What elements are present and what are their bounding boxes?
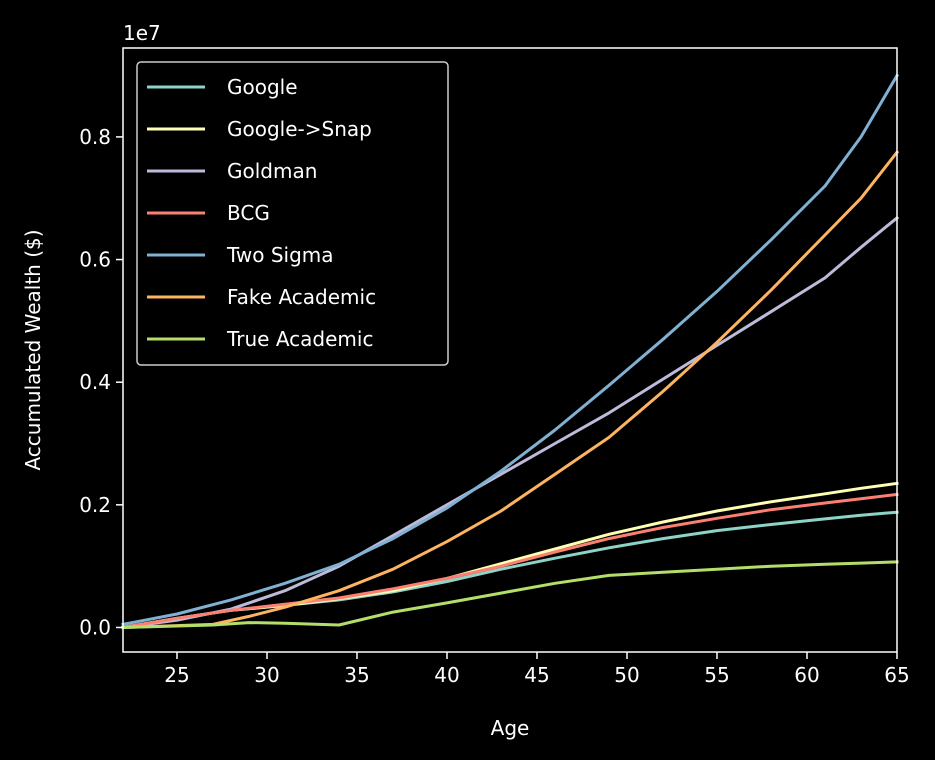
y-tick-label: 0.4 xyxy=(79,370,111,394)
x-tick-label: 50 xyxy=(614,663,639,687)
y-tick-label: 0.2 xyxy=(79,493,111,517)
legend-label: Goldman xyxy=(227,159,317,183)
legend-label: Google xyxy=(227,75,298,99)
x-axis-label: Age xyxy=(491,716,530,740)
y-axis-ticks: 0.0 0.2 0.4 0.6 0.8 xyxy=(79,125,123,639)
y-tick-label: 0.8 xyxy=(79,125,111,149)
series-line-5 xyxy=(121,150,900,630)
y-tick-label: 0.0 xyxy=(79,615,111,639)
legend: Google Google->Snap Goldman BCG Two Sigma Fak… xyxy=(136,61,449,366)
series-line-4 xyxy=(121,73,900,627)
x-tick-label: 35 xyxy=(344,663,369,687)
axes-frame xyxy=(122,47,898,653)
x-tick-label: 65 xyxy=(884,663,909,687)
x-tick-label: 30 xyxy=(254,663,279,687)
legend-label: Google->Snap xyxy=(227,117,372,141)
y-tick-label: 0.6 xyxy=(79,248,111,272)
series-line-6 xyxy=(121,560,899,630)
legend-box xyxy=(136,61,449,366)
legend-label: BCG xyxy=(227,201,270,225)
x-tick-label: 25 xyxy=(164,663,189,687)
x-axis-ticks: 25 30 35 40 45 50 55 60 65 xyxy=(164,652,910,687)
legend-label: Fake Academic xyxy=(227,285,376,309)
plot-area xyxy=(121,73,900,630)
series-line-3 xyxy=(121,492,899,630)
series-line-2 xyxy=(121,215,900,630)
x-tick-label: 55 xyxy=(704,663,729,687)
y-axis-offset-label: 1e7 xyxy=(123,21,161,45)
y-axis-label: Accumulated Wealth ($) xyxy=(21,229,45,470)
x-tick-label: 45 xyxy=(524,663,549,687)
x-tick-label: 60 xyxy=(794,663,819,687)
legend-label: Two Sigma xyxy=(226,243,334,267)
legend-label: True Academic xyxy=(226,327,373,351)
x-tick-label: 40 xyxy=(434,663,459,687)
